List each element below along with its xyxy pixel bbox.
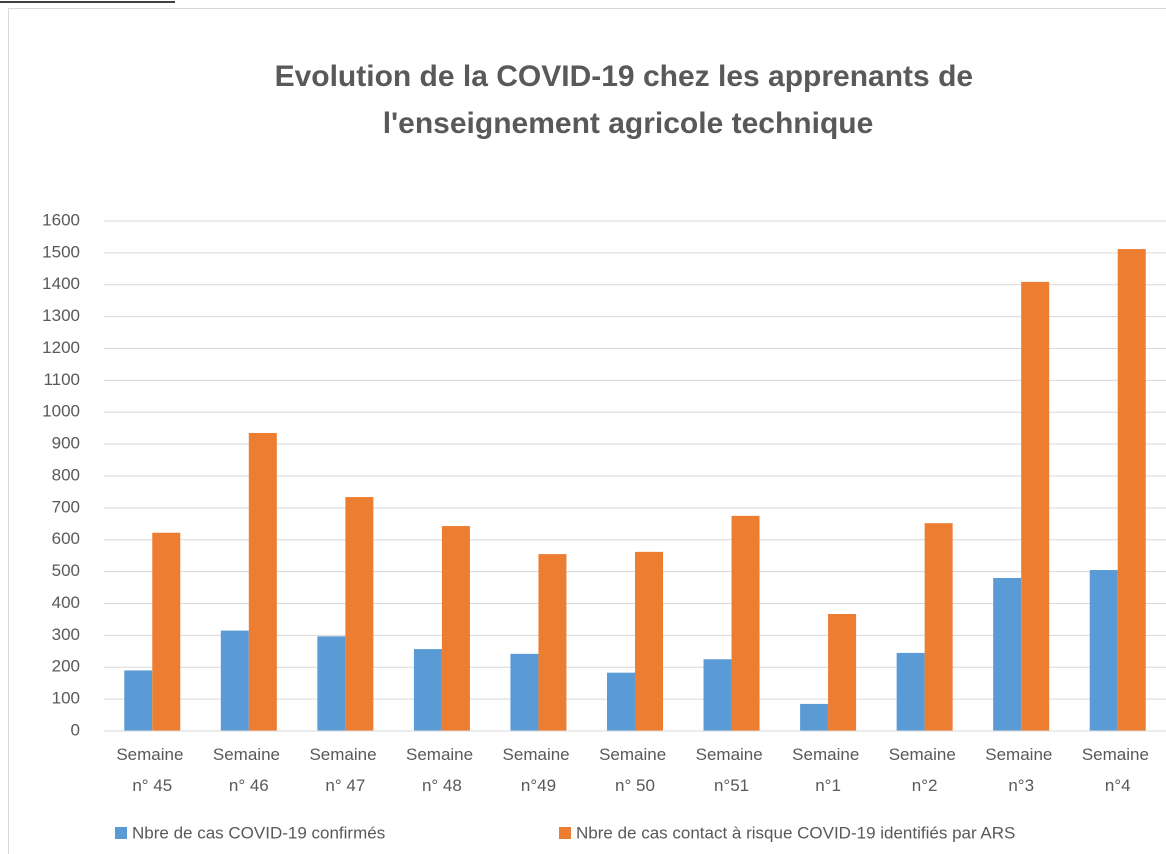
bar [1117, 249, 1146, 732]
bar [345, 497, 374, 731]
y-tick-label: 300 [52, 625, 80, 644]
bar [635, 551, 663, 731]
y-tick-label: 500 [52, 561, 80, 580]
y-tick-label: 600 [52, 529, 80, 548]
y-tick-label: 100 [52, 689, 80, 708]
bar [1021, 281, 1050, 731]
legend-label: Nbre de cas contact à risque COVID-19 id… [576, 823, 1015, 842]
y-tick-label: 800 [52, 465, 80, 484]
bar [993, 578, 1022, 731]
y-tick-label: 900 [52, 434, 80, 453]
x-tick-label: Semaine n° 46 [213, 745, 285, 795]
bar [152, 532, 181, 731]
bar [924, 523, 953, 731]
legend-swatch [559, 827, 571, 839]
bar [896, 652, 925, 731]
y-tick-label: 1300 [42, 306, 80, 325]
bar [607, 672, 635, 731]
bar [413, 649, 442, 731]
y-tick-label: 0 [71, 720, 80, 739]
y-tick-label: 200 [52, 657, 80, 676]
y-tick-label: 1100 [43, 370, 80, 389]
bar [317, 636, 346, 731]
x-tick-label: Semaine n°51 [696, 745, 768, 795]
bar [124, 670, 153, 731]
bar [1089, 570, 1118, 731]
y-tick-label: 1400 [42, 274, 80, 293]
x-tick-label: Semaine n°49 [503, 745, 575, 795]
bar [800, 703, 829, 731]
y-tick-label: 1200 [42, 338, 80, 357]
x-tick-label: Semaine n° 47 [309, 745, 381, 795]
bar [538, 554, 567, 731]
y-tick-label: 1600 [42, 210, 80, 229]
bar [510, 653, 539, 731]
y-tick-label: 1000 [42, 402, 80, 421]
bar [731, 515, 760, 731]
y-tick-label: 1500 [42, 242, 80, 261]
bar [828, 614, 857, 731]
chart-title: Evolution de la COVID-19 chez les appren… [275, 60, 982, 140]
y-tick-label: 400 [52, 593, 80, 612]
x-tick-label: Semaine n° 50 [599, 745, 671, 795]
x-tick-label: Semaine n°1 [792, 745, 864, 795]
x-tick-label: Semaine n° 45 [116, 745, 188, 795]
y-tick-label: 700 [52, 497, 80, 516]
x-tick-label: Semaine n°3 [985, 745, 1057, 795]
chart-frame [8, 8, 1166, 854]
bar [220, 630, 249, 731]
bar [703, 659, 732, 731]
x-tick-label: Semaine n°4 [1082, 745, 1154, 795]
bar [441, 526, 470, 731]
legend-label: Nbre de cas COVID-19 confirmés [132, 823, 385, 842]
bar [248, 432, 277, 731]
legend-swatch [115, 827, 127, 839]
x-tick-label: Semaine n° 48 [406, 745, 478, 795]
x-tick-label: Semaine n°2 [889, 745, 961, 795]
